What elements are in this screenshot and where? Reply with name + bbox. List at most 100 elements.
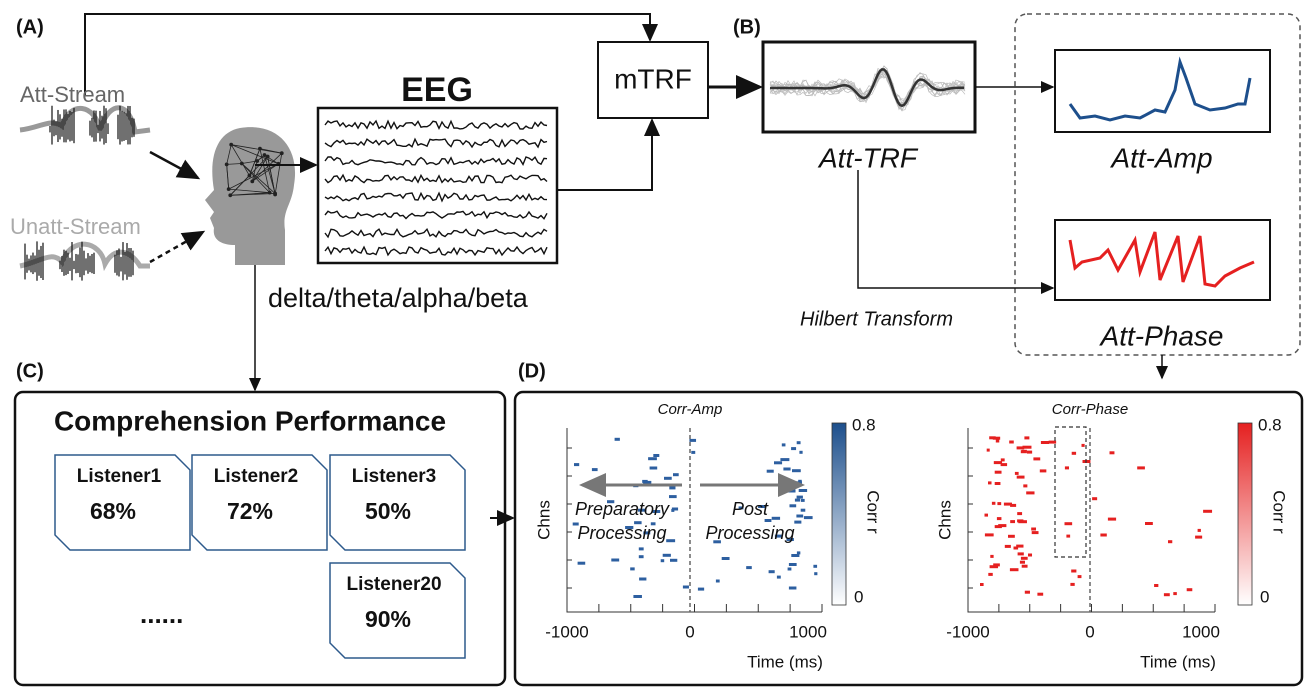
raster-tick [1009,440,1014,444]
raster-tick [1010,520,1016,524]
eeg-trace [324,156,548,166]
raster-tick [1137,466,1145,470]
waveform [19,241,150,272]
connector [84,13,658,95]
raster-tick [794,520,802,524]
raster-tick [1024,436,1030,440]
raster-tick [1017,519,1024,523]
highlight-box [1054,426,1087,558]
colorbar-label: Corr r [864,490,883,534]
brain-edge [226,163,242,165]
connector [857,170,1055,294]
raster-tick [1064,466,1070,470]
brain-edge [230,144,250,176]
raster-tick [997,502,1002,506]
performance-title: Comprehension Performance [54,405,446,436]
brain-edge [249,148,261,176]
colorbar-tick: 0.8 [852,415,876,434]
phase-curve [1068,231,1255,288]
listener-name: Listener3 [352,466,436,487]
colorbar-tick: 0.8 [1258,415,1282,434]
hilbert-label: Hilbert Transform [800,308,953,330]
amp-curve [1068,56,1252,122]
raster-tick [1066,534,1071,538]
listener-score: 68% [90,498,136,524]
raster-tick [713,540,721,544]
brain-edge [229,156,268,196]
raster-tick [697,587,705,591]
raster-tick [788,586,797,590]
raster-tick [980,583,984,586]
raster-tick [766,469,774,473]
raster-tick [798,489,808,492]
arrow [149,150,201,180]
colorbar-label: Corr r [1270,490,1289,534]
raster-tick [768,570,775,574]
waveform-fill [49,105,135,145]
raster-tick [691,450,696,454]
annotation: Preparatory [575,499,670,519]
raster-tick [984,513,989,517]
raster-tick [998,524,1007,528]
brain-node [228,193,233,198]
annotation: Post [732,499,769,519]
trf-trial [769,65,966,106]
stream-label: Att-Stream [20,82,125,107]
raster-tick [652,510,661,513]
raster-tick [634,521,642,525]
raster-tick [1028,553,1033,557]
raster-tick [666,539,676,543]
raster-tick [796,495,803,499]
plot-title: Corr-Phase [1052,401,1128,418]
raster-tick [1048,440,1057,444]
listener-name: Listener2 [214,466,298,487]
raster-tick [1107,517,1117,521]
brain-edge [251,156,269,182]
annotation: Processing [705,523,794,543]
raster-tick [660,559,665,563]
listener-card [54,454,191,551]
raster-tick [780,458,790,462]
raster-tick [682,585,689,589]
raster-tick [746,566,752,570]
raster-tick [996,517,1002,521]
raster-tick [794,498,801,502]
raster-tick [781,443,786,447]
raster-tick [1000,463,1008,467]
raster-tick [638,555,644,559]
raster-tick [1033,457,1041,461]
plot-title: Corr-Amp [658,401,723,418]
raster-tick [639,577,647,581]
trf-mean [770,68,964,108]
eeg-trace [324,245,548,257]
raster-tick [994,482,1001,485]
eeg-traces [324,119,548,257]
eeg-title: EEG [401,71,473,109]
x-label: Time (ms) [747,652,823,671]
y-label: Chns [935,500,954,540]
raster-tick [669,486,676,490]
raster-tick [796,441,801,445]
brain-node [255,159,260,163]
raster-tick [1020,556,1028,560]
raster-tick [1039,469,1047,473]
raster-tick [787,489,796,493]
raster-tick [591,468,598,472]
brain-edge [230,193,276,196]
trf-label: Att-TRF [817,142,919,173]
raster-tick [786,538,794,541]
raster-tick [814,572,818,576]
raster-tick [803,516,813,520]
listener-name: Listener1 [77,466,162,487]
raster-tick [1071,569,1077,573]
listener-name: Listener20 [346,574,441,595]
raster-tick [1092,497,1098,501]
brain-edge [231,144,279,165]
raster-tick [776,575,781,579]
raster-tick [1016,475,1025,479]
x-tick-label: 1000 [789,622,827,641]
raster-tick [630,567,635,571]
colorbar [1237,422,1253,606]
raster-tick [774,461,783,465]
